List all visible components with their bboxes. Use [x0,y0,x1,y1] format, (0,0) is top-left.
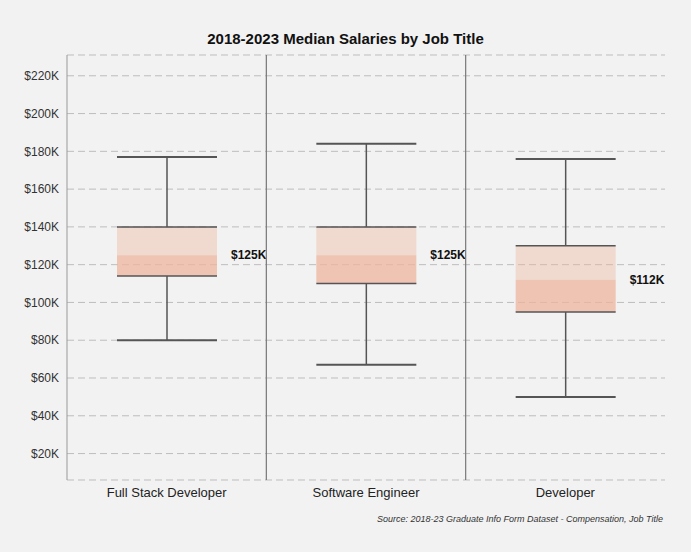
svg-text:$160K: $160K [24,182,59,196]
svg-text:$125K: $125K [430,248,466,262]
svg-text:$140K: $140K [24,220,59,234]
svg-text:Software Engineer: Software Engineer [313,485,421,500]
svg-text:$20K: $20K [31,447,59,461]
svg-text:Full Stack Developer: Full Stack Developer [107,485,228,500]
svg-text:$40K: $40K [31,409,59,423]
svg-text:$125K: $125K [231,248,267,262]
html-text:Source: 2018-23 Graduate Info: Source: 2018-23 Graduate Info Form Datas… [376,514,663,524]
svg-text:$60K: $60K [31,371,59,385]
svg-text:$180K: $180K [24,145,59,159]
svg-text:$100K: $100K [24,296,59,310]
svg-text:$120K: $120K [24,258,59,272]
svg-text:$112K: $112K [630,273,665,287]
html-text:2018-2023 Median Salaries by J: 2018-2023 Median Salaries by Job Title [207,30,484,47]
svg-text:$220K: $220K [24,69,59,83]
svg-text:$80K: $80K [31,333,59,347]
svg-text:Developer: Developer [536,485,596,500]
svg-text:$200K: $200K [24,107,59,121]
